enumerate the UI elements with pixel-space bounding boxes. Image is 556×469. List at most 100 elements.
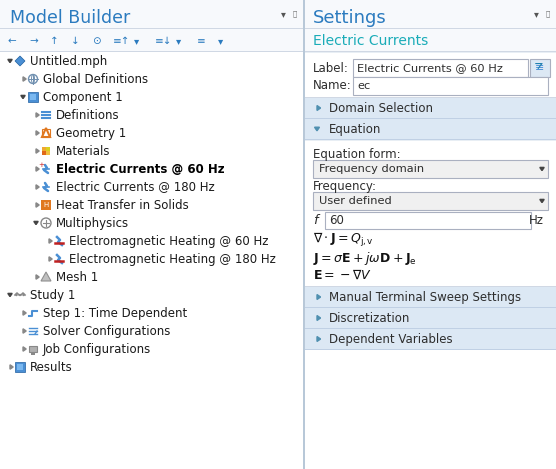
Bar — [305, 0, 556, 469]
Text: ≡: ≡ — [197, 36, 206, 46]
Polygon shape — [41, 272, 51, 281]
Text: ≡: ≡ — [535, 63, 545, 73]
Polygon shape — [10, 365, 13, 369]
Bar — [0, 51, 303, 52]
Text: Heat Transfer in Solids: Heat Transfer in Solids — [56, 198, 188, 212]
Text: Study 1: Study 1 — [30, 288, 76, 302]
Bar — [0, 29, 303, 51]
Text: $\nabla \cdot \mathbf{J} = Q_{\mathrm{j,v}}$: $\nabla \cdot \mathbf{J} = Q_{\mathrm{j,… — [313, 231, 374, 249]
Polygon shape — [315, 127, 320, 131]
Bar — [305, 0, 556, 28]
Bar — [305, 51, 556, 52]
Bar — [353, 77, 548, 95]
Bar — [305, 328, 556, 329]
Text: Step 1: Time Dependent: Step 1: Time Dependent — [43, 307, 187, 319]
Text: ≡↓: ≡↓ — [155, 36, 172, 46]
Text: Component 1: Component 1 — [43, 91, 123, 104]
Text: Untitled.mph: Untitled.mph — [30, 54, 107, 68]
Bar — [305, 350, 556, 469]
Text: 60: 60 — [329, 213, 344, 227]
Text: Settings: Settings — [313, 9, 387, 27]
Bar — [305, 287, 556, 307]
Bar — [0, 0, 303, 469]
Polygon shape — [34, 221, 38, 225]
Text: Mesh 1: Mesh 1 — [56, 271, 98, 283]
Polygon shape — [36, 149, 39, 153]
Text: ≡↑: ≡↑ — [113, 36, 131, 46]
Text: Electromagnetic Heating @ 180 Hz: Electromagnetic Heating @ 180 Hz — [69, 252, 276, 265]
Text: Results: Results — [30, 361, 73, 373]
Text: Electromagnetic Heating @ 60 Hz: Electromagnetic Heating @ 60 Hz — [69, 234, 269, 248]
Text: Dependent Variables: Dependent Variables — [329, 333, 453, 346]
Text: Name:: Name: — [313, 78, 352, 91]
Text: ←: ← — [8, 36, 17, 46]
Bar — [15, 362, 25, 372]
Text: ⊙: ⊙ — [92, 36, 101, 46]
Text: ⬛: ⬛ — [293, 11, 297, 17]
Bar — [28, 92, 38, 102]
Bar — [46, 151, 50, 155]
Text: H: H — [43, 202, 48, 208]
Text: Manual Terminal Sweep Settings: Manual Terminal Sweep Settings — [329, 290, 521, 303]
Bar — [305, 118, 556, 119]
Text: Geometry 1: Geometry 1 — [56, 127, 126, 139]
Text: Discretization: Discretization — [329, 311, 410, 325]
Circle shape — [19, 294, 21, 296]
Text: $\mathbf{E} = -\nabla V$: $\mathbf{E} = -\nabla V$ — [313, 268, 372, 282]
Text: Equation form:: Equation form: — [313, 147, 401, 160]
Text: ▾: ▾ — [218, 36, 224, 46]
Bar — [303, 0, 305, 469]
Text: Electric Currents @ 180 Hz: Electric Currents @ 180 Hz — [56, 181, 215, 194]
Text: ▾: ▾ — [134, 36, 139, 46]
Bar — [530, 59, 550, 77]
Text: ↑: ↑ — [50, 36, 59, 46]
Text: ⬛: ⬛ — [546, 11, 550, 17]
Polygon shape — [317, 337, 321, 341]
Text: ec: ec — [357, 81, 370, 91]
Bar — [305, 308, 556, 328]
Text: Electric Currents @ 60 Hz: Electric Currents @ 60 Hz — [56, 162, 225, 175]
Polygon shape — [23, 329, 26, 333]
Text: User defined: User defined — [319, 196, 392, 206]
Polygon shape — [36, 203, 39, 207]
Polygon shape — [15, 56, 25, 66]
Polygon shape — [21, 95, 25, 98]
Circle shape — [22, 294, 24, 296]
Text: ▾: ▾ — [281, 9, 286, 19]
Bar — [305, 329, 556, 349]
Polygon shape — [36, 113, 39, 117]
Bar — [31, 352, 35, 355]
Text: ↓: ↓ — [71, 36, 80, 46]
Bar — [30, 94, 36, 100]
Text: Job Configurations: Job Configurations — [43, 342, 151, 356]
Bar — [41, 200, 51, 210]
Text: Model Builder: Model Builder — [10, 9, 130, 27]
Text: →: → — [29, 36, 38, 46]
Polygon shape — [8, 60, 12, 62]
Polygon shape — [317, 106, 321, 111]
Text: $\mathbf{J} = \sigma\mathbf{E} + j\omega\mathbf{D} + \mathbf{J}_{\mathrm{e}}$: $\mathbf{J} = \sigma\mathbf{E} + j\omega… — [313, 250, 417, 266]
Bar — [42, 151, 46, 155]
Text: Solver Configurations: Solver Configurations — [43, 325, 170, 338]
Circle shape — [16, 294, 18, 296]
Bar — [17, 364, 23, 370]
Text: Electric Currents: Electric Currents — [313, 34, 428, 48]
Text: Materials: Materials — [56, 144, 111, 158]
Text: f: f — [313, 213, 317, 227]
Bar — [353, 59, 528, 77]
Polygon shape — [23, 347, 26, 351]
Bar — [42, 147, 46, 151]
Bar — [305, 140, 556, 141]
Text: Multiphysics: Multiphysics — [56, 217, 129, 229]
Text: Equation: Equation — [329, 122, 381, 136]
Text: Hz: Hz — [529, 213, 544, 227]
Text: Domain Selection: Domain Selection — [329, 101, 433, 114]
Polygon shape — [23, 77, 26, 81]
Polygon shape — [36, 131, 39, 135]
Bar — [305, 307, 556, 308]
Text: Global Definitions: Global Definitions — [43, 73, 148, 85]
Text: +: + — [38, 162, 44, 168]
Bar — [305, 29, 556, 51]
Bar — [305, 97, 556, 98]
Bar — [305, 139, 556, 140]
